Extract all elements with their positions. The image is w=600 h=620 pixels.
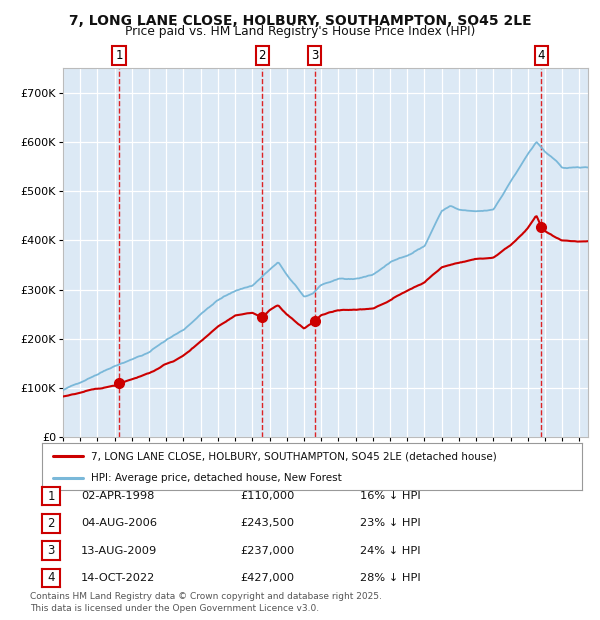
Text: 1: 1	[47, 490, 55, 502]
Text: 2: 2	[259, 49, 266, 62]
Text: 3: 3	[311, 49, 319, 62]
Text: 4: 4	[47, 572, 55, 584]
Text: 3: 3	[47, 544, 55, 557]
Text: 7, LONG LANE CLOSE, HOLBURY, SOUTHAMPTON, SO45 2LE: 7, LONG LANE CLOSE, HOLBURY, SOUTHAMPTON…	[68, 14, 532, 28]
Text: 7, LONG LANE CLOSE, HOLBURY, SOUTHAMPTON, SO45 2LE (detached house): 7, LONG LANE CLOSE, HOLBURY, SOUTHAMPTON…	[91, 451, 496, 461]
Text: 02-APR-1998: 02-APR-1998	[81, 491, 154, 501]
Text: 28% ↓ HPI: 28% ↓ HPI	[360, 573, 421, 583]
Text: £427,000: £427,000	[240, 573, 294, 583]
Text: 4: 4	[538, 49, 545, 62]
Text: Price paid vs. HM Land Registry's House Price Index (HPI): Price paid vs. HM Land Registry's House …	[125, 25, 475, 38]
Text: 14-OCT-2022: 14-OCT-2022	[81, 573, 155, 583]
Text: 04-AUG-2006: 04-AUG-2006	[81, 518, 157, 528]
Text: 23% ↓ HPI: 23% ↓ HPI	[360, 518, 421, 528]
Text: £110,000: £110,000	[240, 491, 295, 501]
Text: 13-AUG-2009: 13-AUG-2009	[81, 546, 157, 556]
Text: 24% ↓ HPI: 24% ↓ HPI	[360, 546, 421, 556]
Text: £237,000: £237,000	[240, 546, 294, 556]
Text: HPI: Average price, detached house, New Forest: HPI: Average price, detached house, New …	[91, 472, 341, 483]
Text: £243,500: £243,500	[240, 518, 294, 528]
Text: 2: 2	[47, 517, 55, 529]
Text: Contains HM Land Registry data © Crown copyright and database right 2025.
This d: Contains HM Land Registry data © Crown c…	[30, 591, 382, 613]
Text: 1: 1	[115, 49, 122, 62]
Text: 16% ↓ HPI: 16% ↓ HPI	[360, 491, 421, 501]
